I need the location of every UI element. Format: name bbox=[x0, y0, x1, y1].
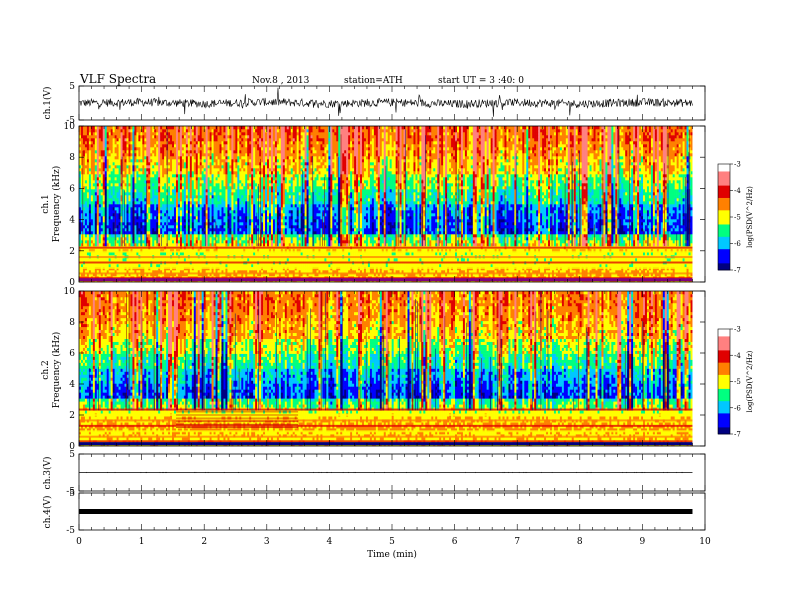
ch1-spec-cell bbox=[109, 264, 111, 267]
ch1-spec-cell bbox=[113, 264, 115, 267]
ch1-spec-cell bbox=[192, 264, 194, 267]
ch1-spec-cell bbox=[130, 264, 132, 267]
ch1-spec-cell bbox=[150, 264, 152, 267]
ch1-spec-cell bbox=[160, 264, 162, 267]
ch1-spec-cell bbox=[218, 264, 220, 267]
ch1-spec-cell bbox=[214, 264, 216, 267]
ch1-wave-trace bbox=[79, 88, 693, 117]
ch1-spec-cell bbox=[223, 264, 225, 267]
ch1-spec-cell bbox=[154, 264, 156, 267]
ch1-spec-cell bbox=[121, 264, 123, 267]
ch1-spec-cell bbox=[85, 264, 87, 267]
ch1-spec-cell bbox=[83, 264, 85, 267]
ch1-spec-cell bbox=[182, 264, 184, 267]
ch1-spec-cell bbox=[162, 264, 164, 267]
ch1-spec-cell bbox=[119, 264, 121, 267]
ch1-spec-cell bbox=[93, 264, 95, 267]
ch1-spec-cell bbox=[229, 264, 231, 267]
ch1-spec-cell bbox=[221, 264, 223, 267]
ch1-spec-cell bbox=[178, 264, 180, 267]
ch1-spec-cell bbox=[158, 264, 160, 267]
ch1-spec-cell bbox=[89, 264, 91, 267]
ch1-spec-cell bbox=[216, 264, 218, 267]
ch1-spec-cell bbox=[91, 264, 93, 267]
ch1-spec-cell bbox=[81, 264, 83, 267]
station-label: station=ATH bbox=[344, 76, 403, 86]
ch1-spec-cell bbox=[176, 264, 178, 267]
ch1-spec-cell bbox=[168, 264, 170, 267]
ch1-spec-cell bbox=[188, 264, 190, 267]
ch1-spec-cell bbox=[235, 264, 237, 267]
ch1-spec-cell bbox=[231, 264, 233, 267]
ch1-spec-cell bbox=[180, 264, 182, 267]
ch1-spec-cell bbox=[134, 264, 136, 267]
ch1-spec-cell bbox=[107, 264, 109, 267]
ch1-spec-cell bbox=[212, 264, 214, 267]
ch1-spec-cell bbox=[166, 264, 168, 267]
ch1-spec-cell bbox=[225, 264, 227, 267]
ch1-spec-cell bbox=[123, 264, 125, 267]
ch1-spec-cell bbox=[220, 264, 222, 267]
ch1-spec-cell bbox=[97, 264, 99, 267]
ch1-waveform-panel: 5-5 bbox=[66, 82, 705, 126]
vlf-spectra-figure: VLF Spectra Nov.8 , 2013 station=ATH sta… bbox=[0, 0, 792, 612]
ch1-spec-cell bbox=[111, 264, 113, 267]
ch1-spec-cell bbox=[190, 264, 192, 267]
ch1-wave-ytick-label: 5 bbox=[69, 82, 75, 92]
ch1-spectrogram-panel: 0246810 bbox=[64, 122, 705, 288]
ch1-spec-cell bbox=[99, 264, 101, 267]
ch1-spec-cell bbox=[184, 264, 186, 267]
start-time-label: start UT = 3 :40: 0 bbox=[438, 76, 524, 86]
ch1-spec-cell bbox=[103, 264, 105, 267]
ch1-spec-cell bbox=[227, 264, 229, 267]
ch1-spec-cell bbox=[127, 264, 129, 267]
ch1-spec-cell bbox=[200, 264, 202, 267]
ch1-spec-cell bbox=[208, 264, 210, 267]
ch1-spec-cell bbox=[142, 264, 144, 267]
ch1-spec-cell bbox=[95, 264, 97, 267]
ch1-spec-cell bbox=[241, 264, 243, 267]
ch1-spec-cell bbox=[138, 264, 140, 267]
ch1-spec-cell bbox=[233, 264, 235, 267]
ch1-spec-cell bbox=[144, 264, 146, 267]
ch1-spec-cell bbox=[172, 264, 174, 267]
ch1-spec-cell bbox=[196, 264, 198, 267]
ch1-spec-cell bbox=[101, 264, 103, 267]
ch1-spec-cell bbox=[146, 264, 148, 267]
ch1-spec-cell bbox=[237, 264, 239, 267]
ch1-spec-cell bbox=[198, 264, 200, 267]
figure-title: VLF Spectra bbox=[79, 72, 156, 86]
ch1-spec-cell bbox=[117, 264, 119, 267]
ch1-spec-cell bbox=[210, 264, 212, 267]
ch1-spec-cell bbox=[87, 264, 89, 267]
date-label: Nov.8 , 2013 bbox=[252, 76, 310, 86]
ch1-spec-cell bbox=[174, 264, 176, 267]
ch1-spec-cell bbox=[125, 264, 127, 267]
ch1-spec-cell bbox=[152, 264, 154, 267]
ch1-spec-cell bbox=[132, 264, 134, 267]
ch1-spec-cell bbox=[115, 264, 117, 267]
ch1-spec-cell bbox=[136, 264, 138, 267]
ch1-spec-cell bbox=[128, 264, 130, 267]
ch1-spec-cell bbox=[148, 264, 150, 267]
ch1-spec-cell bbox=[204, 264, 206, 267]
ch1-spec-cell bbox=[140, 264, 142, 267]
ch1-spec-cell bbox=[186, 264, 188, 267]
ch1-spec-cell bbox=[239, 264, 241, 267]
ch1-spec-cell bbox=[194, 264, 196, 267]
ch1-spec-cell bbox=[156, 264, 158, 267]
ch1-spec-cell bbox=[164, 264, 166, 267]
ch1-spec-cell bbox=[202, 264, 204, 267]
ch1-spec-cell bbox=[105, 264, 107, 267]
ch1-spec-cell bbox=[170, 264, 172, 267]
ch1-spec-cell bbox=[206, 264, 208, 267]
